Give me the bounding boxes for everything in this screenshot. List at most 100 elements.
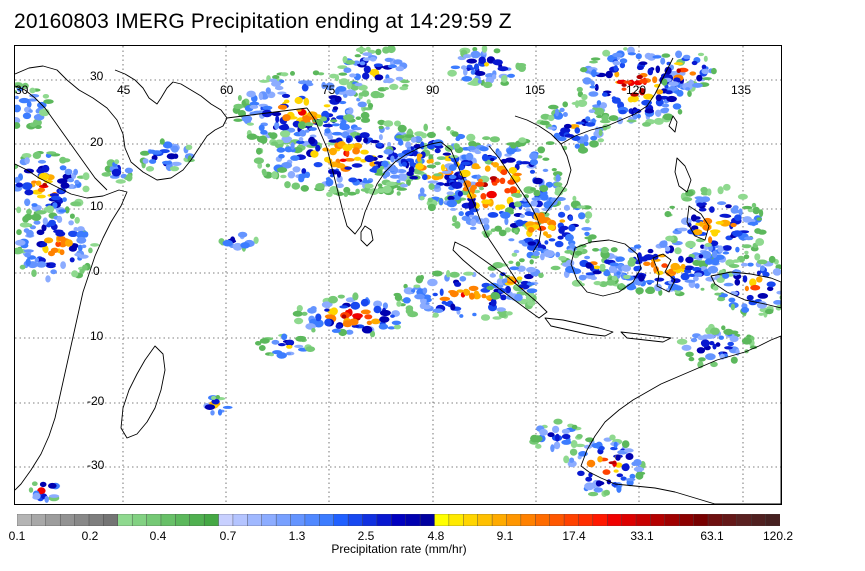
rain-cell (535, 247, 544, 251)
rain-cell (481, 46, 488, 53)
rain-cell (537, 146, 546, 154)
rain-cell (616, 271, 621, 275)
rain-cell (706, 188, 712, 196)
rain-cell (363, 65, 371, 74)
colorbar-swatch (218, 514, 234, 526)
rain-cell (389, 83, 399, 90)
rain-cell (26, 229, 34, 238)
rain-cell (548, 104, 559, 110)
rain-cell (715, 221, 724, 225)
rain-cell (344, 158, 355, 162)
rain-cell (446, 199, 458, 208)
rain-cell (645, 279, 655, 284)
rain-cell (70, 201, 82, 207)
rain-cell (71, 270, 79, 278)
rain-cell (471, 163, 480, 169)
rain-cell (457, 190, 463, 197)
rain-cell (482, 136, 491, 141)
rain-cell (615, 462, 623, 468)
rain-cell (472, 77, 480, 84)
rain-cell (337, 65, 348, 69)
rain-cell (33, 220, 41, 225)
rain-cell (352, 147, 360, 155)
rain-cell (552, 171, 563, 177)
rain-cell (515, 62, 521, 70)
colorbar-swatch (419, 514, 435, 526)
rain-cell (395, 135, 405, 139)
rain-cell (513, 172, 522, 177)
rain-cell (31, 269, 37, 277)
rain-cell (329, 147, 337, 156)
rain-cell (629, 473, 636, 480)
rain-cell (64, 168, 73, 176)
rain-cell (282, 114, 291, 122)
rain-cell (373, 300, 383, 308)
rain-cell (461, 161, 471, 166)
rain-cell (723, 183, 731, 191)
colorbar-tick: 120.2 (762, 529, 794, 543)
rain-cell (672, 103, 682, 110)
rain-cell (496, 150, 502, 159)
rain-cell (525, 294, 533, 301)
rain-cell (403, 283, 408, 289)
rain-cell (633, 244, 642, 249)
rain-cell (741, 337, 752, 345)
rain-cell (379, 165, 384, 170)
colorbar-swatch (592, 514, 608, 526)
rain-cell (722, 251, 730, 255)
rain-cell (16, 206, 22, 214)
colorbar-swatch (261, 514, 277, 526)
rain-cell (162, 141, 173, 149)
rain-cell (500, 211, 511, 219)
rain-cell (301, 311, 308, 316)
lat-label-0: 0 (93, 264, 100, 278)
colorbar-swatch (765, 514, 780, 526)
rain-cell (685, 189, 694, 197)
rain-cell (628, 258, 637, 263)
rain-cell (487, 212, 499, 218)
rain-cell (564, 134, 575, 138)
rain-cell (42, 245, 47, 252)
rain-cell (308, 127, 317, 131)
rain-cell (37, 487, 46, 495)
rain-cell (32, 492, 41, 500)
rain-cell (24, 189, 34, 196)
rain-cell (450, 293, 458, 298)
rain-cell (661, 263, 668, 268)
rain-cell (271, 171, 278, 180)
rain-cell (171, 161, 182, 166)
rain-cell (565, 265, 576, 274)
rain-cell (708, 236, 713, 244)
colorbar-swatch (578, 514, 594, 526)
rain-cell (740, 262, 749, 267)
rain-cell (701, 64, 707, 70)
rain-cell (757, 293, 769, 299)
colorbar-title: Precipitation rate (mm/hr) (331, 542, 467, 556)
rain-cell (735, 246, 740, 253)
rain-cell (577, 146, 589, 154)
rain-cell (15, 164, 18, 170)
rain-cell (499, 177, 506, 184)
rain-cell (638, 471, 646, 475)
colorbar-swatch (463, 514, 479, 526)
rain-cell (598, 446, 605, 451)
rain-cell (470, 226, 477, 230)
rain-cell (415, 163, 424, 170)
lon-label-60: 60 (220, 83, 234, 97)
rain-cell (544, 240, 549, 245)
rain-cell (533, 189, 541, 197)
rain-cell (324, 318, 332, 327)
rain-cell (45, 275, 51, 283)
rain-cell (610, 247, 618, 253)
rain-cell (650, 261, 656, 268)
rain-cell (623, 47, 628, 51)
rain-cell (345, 109, 353, 115)
rain-cell (285, 339, 295, 345)
rain-cell (37, 159, 47, 164)
rain-cell (78, 254, 89, 259)
rain-cell (468, 214, 474, 218)
rain-cell (608, 461, 617, 465)
rain-cell (401, 161, 408, 167)
rain-cell (547, 224, 556, 231)
rain-cell (447, 69, 457, 77)
